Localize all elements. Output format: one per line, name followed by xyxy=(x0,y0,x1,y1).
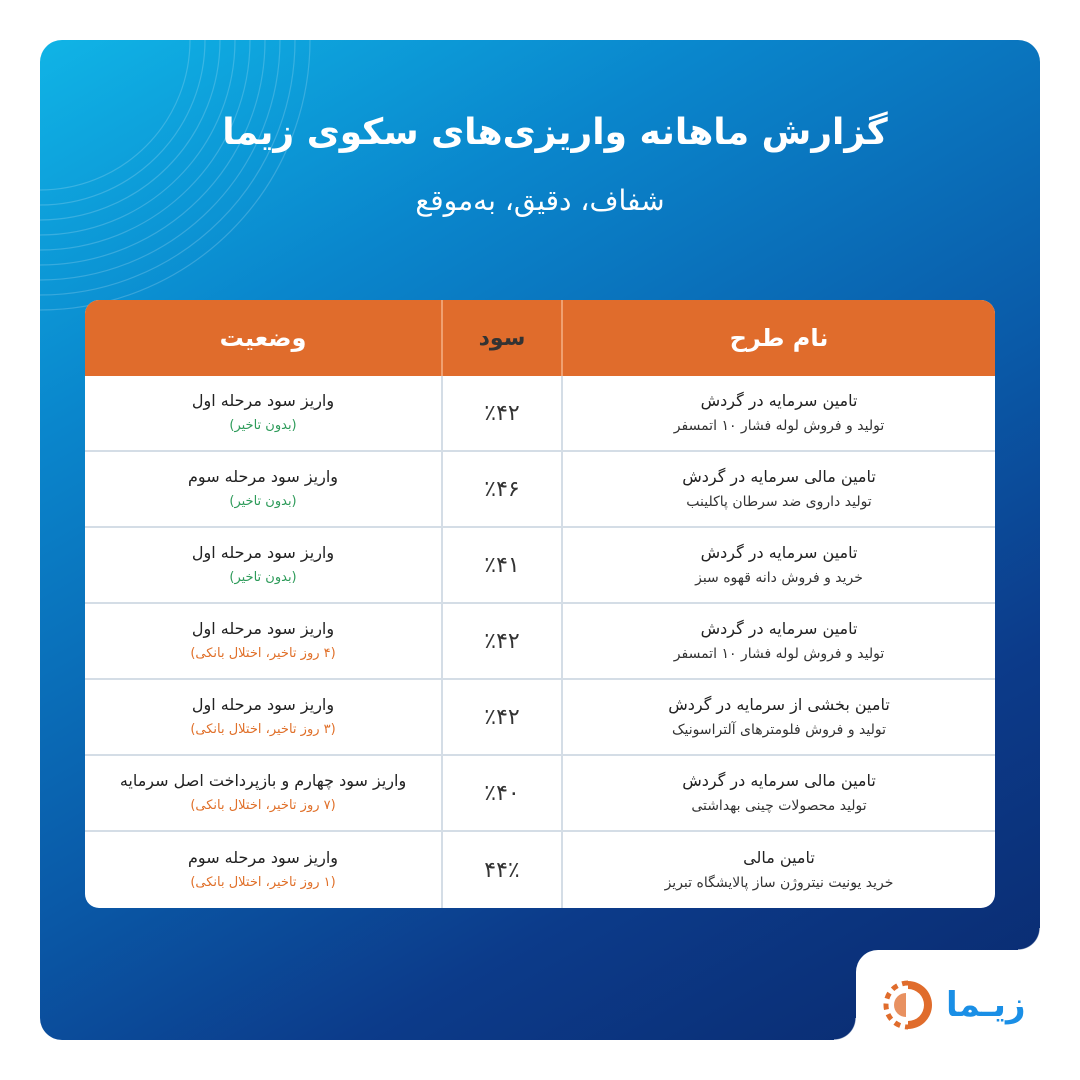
project-name: تامین سرمایه در گردش xyxy=(700,543,858,562)
column-header-status: وضعیت xyxy=(219,324,307,352)
project-name: تامین بخشی از سرمایه در گردش xyxy=(668,695,890,714)
status-cell: واریز سود مرحله اول (بدون تاخیر) xyxy=(85,376,441,450)
project-cell: تامین بخشی از سرمایه در گردش تولید و فرو… xyxy=(561,680,995,754)
status-note: (بدون تاخیر) xyxy=(229,570,297,585)
status-text: واریز سود مرحله اول xyxy=(191,619,335,638)
status-text: واریز سود مرحله سوم xyxy=(188,467,338,486)
project-name: تامین مالی سرمایه در گردش xyxy=(682,467,876,486)
page-subtitle: شفاف، دقیق، به‌موقع xyxy=(415,184,665,217)
status-text: واریز سود مرحله اول xyxy=(191,695,335,714)
table-row: تامین سرمایه در گردش تولید و فروش لوله ف… xyxy=(85,376,995,452)
table-row: تامین بخشی از سرمایه در گردش تولید و فرو… xyxy=(85,680,995,756)
status-text: واریز سود مرحله اول xyxy=(191,543,335,562)
notch-corner xyxy=(1018,928,1040,950)
payout-table: نام طرح سود وضعیت تامین سرمایه در گردش ت… xyxy=(85,300,995,908)
profit-cell: ٪۴۲ xyxy=(441,604,561,678)
profit-cell: ٪۴۲ xyxy=(441,376,561,450)
profit-cell: ٪۴۶ xyxy=(441,452,561,526)
status-note: (بدون تاخیر) xyxy=(229,494,297,509)
table-row: تامین سرمایه در گردش تولید و فروش لوله ف… xyxy=(85,604,995,680)
status-note: (۳ روز تاخیر، اختلال بانکی) xyxy=(190,722,336,737)
table-row: تامین مالی سرمایه در گردش تولید محصولات … xyxy=(85,756,995,832)
status-note: (۴ روز تاخیر، اختلال بانکی) xyxy=(190,646,336,661)
project-description: تولید و فروش لوله فشار ۱۰ اتمسفر xyxy=(673,418,885,434)
project-description: تولید محصولات چینی بهداشتی xyxy=(691,798,867,814)
status-note: (۷ روز تاخیر، اختلال بانکی) xyxy=(190,798,336,813)
project-description: تولید و فروش لوله فشار ۱۰ اتمسفر xyxy=(673,646,885,662)
project-cell: تامین سرمایه در گردش تولید و فروش لوله ف… xyxy=(561,604,995,678)
zima-logo-icon xyxy=(883,980,932,1030)
notch-corner xyxy=(834,1018,856,1040)
status-note: (بدون تاخیر) xyxy=(229,418,297,433)
project-name: تامین سرمایه در گردش xyxy=(700,391,858,410)
status-cell: واریز سود مرحله اول (۴ روز تاخیر، اختلال… xyxy=(85,604,441,678)
column-header-profit: سود xyxy=(441,300,561,376)
project-cell: تامین مالی سرمایه در گردش تولید داروی ضد… xyxy=(561,452,995,526)
table-row: تامین مالی خرید یونیت نیتروژن ساز پالایش… xyxy=(85,832,995,908)
project-cell: تامین سرمایه در گردش خرید و فروش دانه قه… xyxy=(561,528,995,602)
logo-notch xyxy=(856,950,1056,1060)
project-cell: تامین مالی خرید یونیت نیتروژن ساز پالایش… xyxy=(561,832,995,908)
project-name: تامین مالی xyxy=(743,848,815,867)
project-name: تامین مالی سرمایه در گردش xyxy=(682,771,876,790)
project-name: تامین سرمایه در گردش xyxy=(700,619,858,638)
page-title: گزارش ماهانه واریزی‌های سکوی زیما xyxy=(222,112,888,153)
status-cell: واریز سود چهارم و بازپرداخت اصل سرمایه (… xyxy=(85,756,441,830)
column-header-name: نام طرح xyxy=(561,300,995,376)
profit-cell: ۴۴٪ xyxy=(441,832,561,908)
status-cell: واریز سود مرحله سوم (بدون تاخیر) xyxy=(85,452,441,526)
project-description: تولید داروی ضد سرطان پاکلینب xyxy=(686,494,872,510)
project-cell: تامین سرمایه در گردش تولید و فروش لوله ف… xyxy=(561,376,995,450)
profit-cell: ٪۴۰ xyxy=(441,756,561,830)
status-text: واریز سود چهارم و بازپرداخت اصل سرمایه xyxy=(119,771,407,790)
status-text: واریز سود مرحله سوم xyxy=(188,848,338,867)
status-cell: واریز سود مرحله سوم (۱ روز تاخیر، اختلال… xyxy=(85,832,441,908)
table-header: نام طرح سود وضعیت xyxy=(85,300,995,376)
status-cell: واریز سود مرحله اول (بدون تاخیر) xyxy=(85,528,441,602)
project-cell: تامین مالی سرمایه در گردش تولید محصولات … xyxy=(561,756,995,830)
status-cell: واریز سود مرحله اول (۳ روز تاخیر، اختلال… xyxy=(85,680,441,754)
logo-text: زیـما xyxy=(946,985,1026,1025)
zima-logo: زیـما xyxy=(880,972,1040,1038)
status-text: واریز سود مرحله اول xyxy=(191,391,335,410)
status-note: (۱ روز تاخیر، اختلال بانکی) xyxy=(190,875,336,890)
project-description: خرید و فروش دانه قهوه سبز xyxy=(695,570,863,586)
profit-cell: ٪۴۲ xyxy=(441,680,561,754)
profit-cell: ٪۴۱ xyxy=(441,528,561,602)
table-row: تامین سرمایه در گردش خرید و فروش دانه قه… xyxy=(85,528,995,604)
project-description: تولید و فروش فلومترهای آلتراسونیک xyxy=(671,722,887,738)
project-description: خرید یونیت نیتروژن ساز پالایشگاه تبریز xyxy=(664,875,894,891)
table-row: تامین مالی سرمایه در گردش تولید داروی ضد… xyxy=(85,452,995,528)
